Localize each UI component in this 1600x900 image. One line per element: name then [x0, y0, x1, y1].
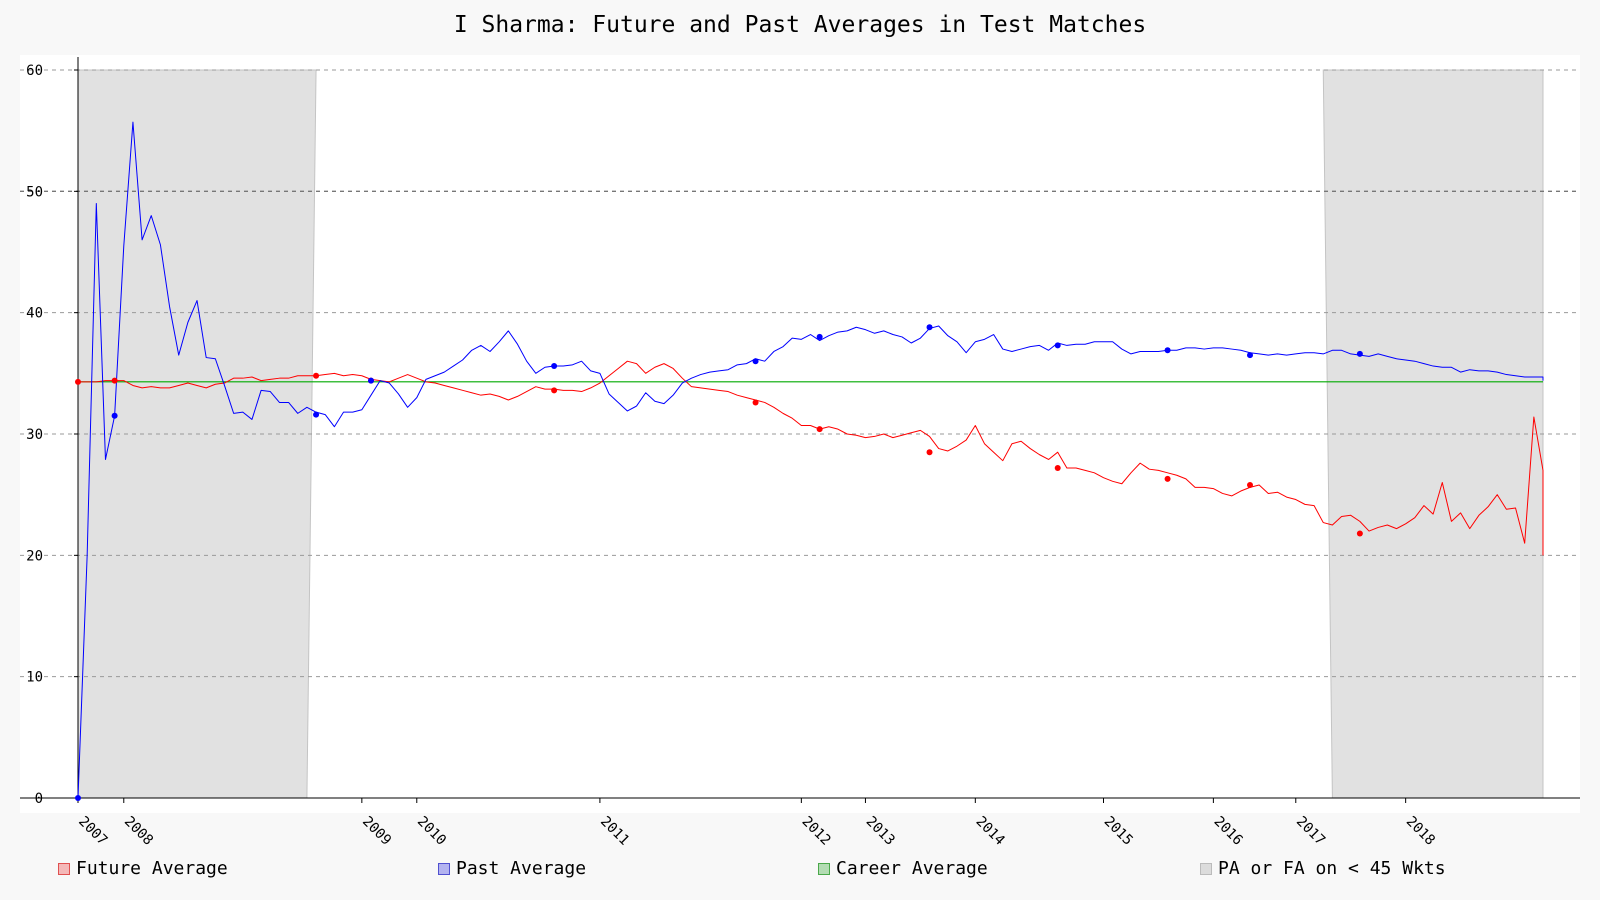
- x-tick-label: 2015: [1101, 814, 1136, 849]
- chart-title: I Sharma: Future and Past Averages in Te…: [453, 12, 1147, 38]
- y-tick-label: 40: [26, 306, 43, 322]
- future-average-marker: [313, 372, 320, 379]
- past-average-marker: [816, 333, 823, 340]
- x-tick-label: 2009: [359, 814, 394, 849]
- series-lines: [77, 121, 1544, 799]
- future-average-marker: [1247, 481, 1253, 488]
- legend: Future Average Past Average Career Avera…: [0, 858, 1600, 882]
- x-tick-label: 2011: [597, 814, 632, 849]
- chart-plot: 0 10 20 30 40 50 60 2007 2008 2009 2010 2011 2012 20…: [20, 55, 1580, 849]
- past-average-marker: [368, 377, 374, 384]
- x-tick-label: 2018: [1403, 814, 1438, 849]
- past-average-marker: [926, 324, 933, 331]
- legend-item-career-average[interactable]: Career Average: [818, 858, 988, 879]
- y-tick-label: 50: [26, 184, 43, 200]
- past-average-line: [77, 121, 1544, 799]
- y-tick-label: 60: [26, 63, 43, 79]
- y-tick-label: 10: [26, 670, 43, 686]
- x-tick-label: 2014: [972, 814, 1007, 849]
- grid-lines: [20, 69, 1580, 678]
- legend-label: Future Average: [76, 858, 228, 879]
- past-average-marker: [551, 363, 558, 370]
- legend-item-past-average[interactable]: Past Average: [438, 858, 586, 879]
- past-average-marker: [1247, 352, 1253, 359]
- legend-swatch-future: [58, 862, 70, 875]
- future-average-marker: [926, 449, 933, 456]
- x-tick-label: 2017: [1293, 814, 1328, 849]
- past-average-marker: [1054, 342, 1061, 349]
- y-tick-label: 20: [26, 548, 43, 564]
- future-average-marker: [1054, 464, 1061, 471]
- legend-swatch-shade: [1200, 862, 1212, 875]
- legend-label: Past Average: [456, 858, 587, 879]
- y-tick-label: 30: [26, 427, 43, 443]
- past-average-marker: [1356, 350, 1363, 357]
- future-average-marker: [551, 387, 558, 394]
- future-average-marker: [1164, 475, 1171, 482]
- legend-label: PA or FA on < 45 Wkts: [1218, 858, 1446, 879]
- future-average-marker: [1356, 530, 1363, 537]
- future-average-marker: [752, 399, 759, 406]
- past-average-marker: [752, 358, 759, 365]
- legend-swatch-past: [438, 862, 450, 875]
- legend-item-future-average[interactable]: Future Average: [58, 858, 228, 879]
- x-tick-label: 2007: [75, 814, 110, 849]
- future-average-line: [78, 360, 1544, 556]
- past-average-marker: [313, 411, 320, 418]
- future-average-marker: [111, 377, 118, 384]
- future-average-marker: [816, 426, 823, 433]
- future-average-marker: [75, 378, 81, 385]
- legend-swatch-career: [818, 862, 830, 875]
- x-tick-label: 2016: [1211, 814, 1246, 849]
- x-tick-label: 2013: [863, 814, 898, 849]
- x-tick-label: 2008: [121, 814, 156, 849]
- x-tick-label: 2012: [799, 814, 834, 849]
- y-axis: 0 10 20 30 40 50 60: [20, 57, 1580, 807]
- legend-label: Career Average: [836, 858, 988, 879]
- legend-item-shaded-region[interactable]: PA or FA on < 45 Wkts: [1200, 858, 1446, 879]
- y-tick-label: 0: [35, 791, 43, 807]
- past-average-marker: [1164, 347, 1171, 354]
- past-average-marker: [111, 412, 118, 419]
- past-average-marker: [75, 795, 81, 801]
- series-markers: [75, 324, 1363, 801]
- x-tick-label: 2010: [414, 814, 449, 849]
